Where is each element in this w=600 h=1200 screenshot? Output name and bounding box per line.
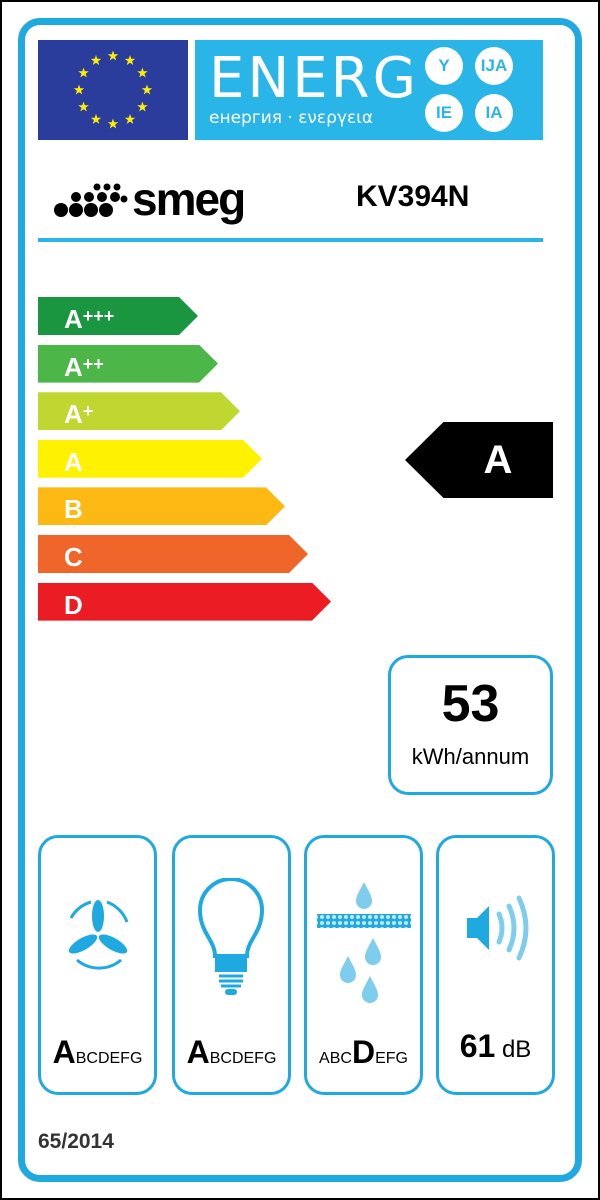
speaker-icon	[467, 895, 529, 961]
energy-class-bar: A	[38, 440, 262, 478]
regulation-number: 65/2014	[38, 1130, 114, 1153]
star-icon	[78, 101, 89, 112]
star-icon	[73, 84, 85, 95]
consumption-value: 53	[441, 675, 500, 733]
energy-consumption-box: 53 kWh/annum	[388, 655, 553, 795]
energy-class-bar: A++	[38, 345, 218, 383]
consumption-unit: kWh/annum	[411, 744, 530, 769]
smeg-dots-icon	[54, 183, 128, 217]
star-icon	[141, 84, 153, 95]
eu-flag	[38, 40, 188, 140]
fluid-dynamic-efficiency-card: ABCDEFG	[38, 835, 157, 1095]
energy-class-bar: A+	[38, 392, 240, 430]
grease-filtering-class: ABCDEFG	[319, 1034, 408, 1070]
fluid-dynamic-class: ABCDEFG	[52, 1034, 143, 1070]
energy-class-bar: C	[38, 535, 308, 573]
energy-subtitle: енергия · ενεργεια	[209, 108, 374, 128]
grease-filtering-card: ABCDEFG	[304, 835, 423, 1095]
suffix-ija: IJA	[475, 47, 513, 85]
star-icon	[124, 113, 136, 124]
lighting-class: ABCDEFG	[186, 1034, 277, 1070]
star-icon	[90, 55, 102, 65]
suffix-ie: IE	[425, 94, 463, 132]
light-bulb-icon	[197, 878, 265, 995]
brand-name: smeg	[132, 173, 246, 225]
star-icon	[90, 113, 102, 124]
star-icon	[107, 50, 119, 61]
star-icon	[124, 55, 136, 65]
energy-banner: ENERG енергия · ενεργεια Y IJA IE IA	[195, 40, 543, 140]
divider	[38, 238, 543, 242]
model-number: KV394N	[356, 180, 470, 213]
energy-class-bar: D	[38, 583, 331, 621]
noise-card: 61 dB	[436, 835, 555, 1095]
star-icon	[78, 67, 89, 78]
fan-icon	[68, 900, 129, 970]
lighting-efficiency-card: ABCDEFG	[172, 835, 291, 1095]
energy-class-bar: A+++	[38, 297, 198, 335]
energy-label-border	[18, 18, 582, 1182]
energy-word: ENERG	[209, 46, 419, 111]
noise-level: 61 dB	[459, 1028, 532, 1064]
suffix-ia: IA	[475, 94, 513, 132]
star-icon	[137, 67, 148, 78]
suffix-y: Y	[425, 47, 463, 85]
energy-class-bar: B	[38, 487, 285, 525]
star-icon	[137, 101, 148, 112]
brand-logo: smeg	[52, 173, 246, 225]
grease-filter-icon	[317, 882, 411, 1003]
star-icon	[107, 118, 119, 129]
